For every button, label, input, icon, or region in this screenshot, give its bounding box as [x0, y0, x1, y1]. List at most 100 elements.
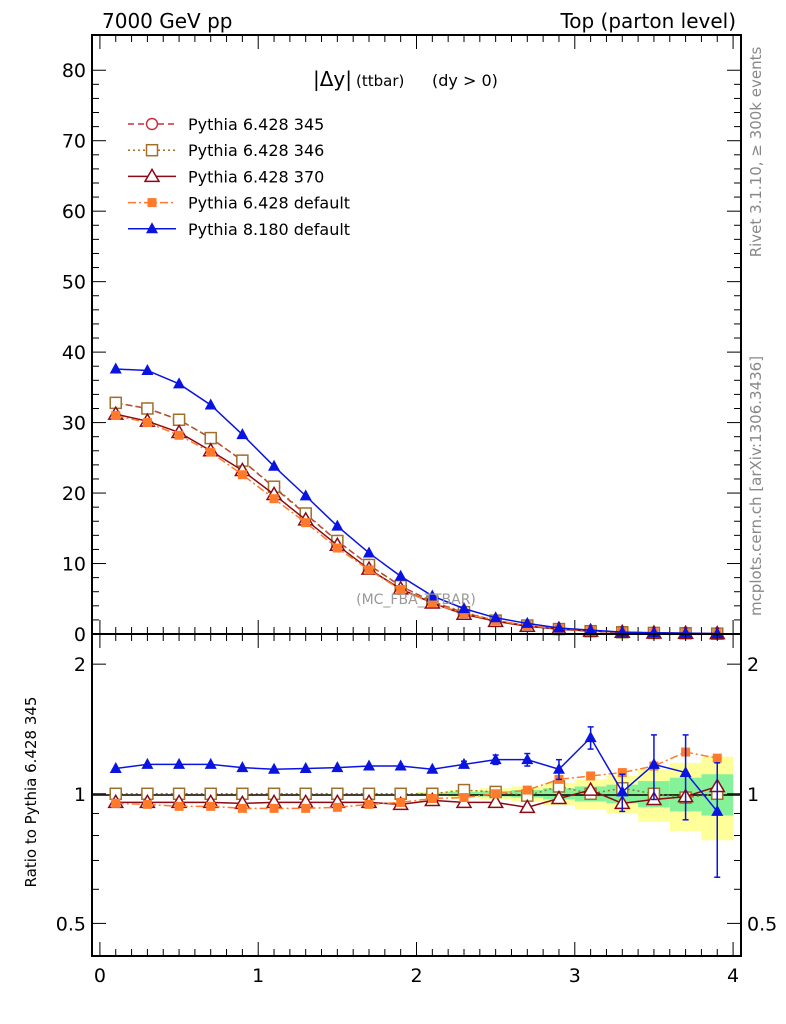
series-line	[115, 414, 718, 635]
rivet-label: Rivet 3.1.10, ≥ 300k events	[747, 47, 765, 258]
legend-marker	[143, 167, 161, 183]
ratio-point	[487, 793, 504, 809]
data-point	[142, 418, 152, 428]
ratio-point	[457, 757, 470, 769]
y-tick-label: 20	[62, 483, 86, 505]
data-point	[331, 519, 344, 531]
watermark: (MC_FBA_TTBAR)	[356, 592, 476, 608]
data-point	[711, 627, 724, 639]
ratio-point	[617, 768, 627, 778]
data-point	[363, 546, 376, 558]
main-series	[107, 362, 726, 640]
ratio-point	[647, 757, 660, 769]
data-point	[204, 431, 217, 445]
data-point	[268, 459, 281, 471]
data-point	[236, 428, 249, 440]
data-point	[332, 543, 342, 553]
ratio-ticks: 0.5 0.5 1 1 2 2 0 1 2 3 4	[56, 634, 777, 987]
y-tick-label: 0	[74, 624, 86, 646]
ratio-line	[115, 751, 718, 810]
ratio-point	[237, 803, 247, 813]
legend-label: Pythia 6.428 370	[188, 167, 324, 186]
data-point	[141, 363, 154, 375]
legend: Pythia 6.428 345 Pythia 6.428 346 Pythia 6…	[128, 115, 350, 239]
data-point	[111, 411, 121, 421]
ratio-point	[299, 761, 312, 773]
ratio-y-tick-label: 2	[74, 654, 86, 676]
data-point	[427, 598, 437, 608]
data-point	[489, 611, 502, 623]
ratio-ylabel: Ratio to Pythia 6.428 345	[22, 697, 40, 888]
series-line	[115, 368, 718, 635]
y-tick-label: 30	[62, 413, 86, 435]
data-point	[206, 447, 216, 457]
ratio-point	[679, 766, 692, 778]
ratio-point	[491, 789, 501, 799]
ratio-point	[582, 781, 599, 796]
series-pythia-8-180-default	[109, 362, 724, 639]
ratio-point	[301, 803, 311, 813]
header-left: 7000 GeV pp	[102, 9, 233, 33]
data-point	[301, 518, 311, 528]
data-point	[364, 565, 374, 575]
x-tick-label: 3	[569, 965, 581, 987]
ratio-point	[174, 801, 184, 811]
ratio-y-tick-label-right: 2	[747, 654, 759, 676]
ratio-point	[111, 798, 121, 808]
legend-label: Pythia 6.428 345	[188, 115, 324, 134]
data-point	[172, 413, 186, 427]
ratio-point	[427, 794, 437, 804]
data-point	[584, 623, 597, 635]
main-ticks: 0 10 20 30 40 50 60 70 80	[62, 35, 741, 646]
legend-label: Pythia 6.428 346	[188, 141, 324, 160]
legend-marker	[145, 117, 159, 131]
plot-title-cond: (dy > 0)	[432, 71, 498, 90]
legend-marker	[147, 198, 157, 208]
ratio-point	[173, 757, 186, 769]
legend-marker	[146, 222, 158, 234]
ratio-point	[616, 785, 629, 797]
data-point	[269, 494, 279, 504]
x-tick-label: 1	[252, 965, 264, 987]
ratio-point	[269, 803, 279, 813]
data-point	[204, 398, 217, 410]
ratio-y-tick-label-right: 1	[747, 784, 759, 806]
ratio-point	[521, 753, 534, 765]
ratio-point	[426, 762, 439, 774]
ratio-point	[522, 785, 532, 795]
data-point	[396, 585, 406, 595]
ratio-point	[550, 790, 568, 805]
ratio-point	[331, 761, 344, 773]
ratio-plot: 0.5 0.5 1 1 2 2 0 1 2 3 4 Ratio to Pythia 6.428 34…	[22, 633, 777, 987]
ratio-point	[394, 759, 407, 771]
data-point	[141, 402, 154, 415]
ratio-point	[518, 798, 536, 814]
ratio-point	[109, 761, 122, 773]
data-point	[457, 602, 470, 614]
y-tick-label: 70	[62, 131, 86, 153]
plot-title-main: |Δy|	[313, 67, 352, 91]
ratio-y-tick-label: 1	[74, 784, 86, 806]
y-tick-label: 40	[62, 342, 86, 364]
ratio-point	[364, 799, 374, 809]
data-point	[173, 377, 186, 389]
ratio-point	[712, 753, 722, 763]
ratio-y-tick-label-right: 0.5	[747, 913, 777, 935]
ratio-point	[711, 804, 724, 816]
data-point	[109, 362, 122, 374]
data-point	[459, 609, 469, 619]
y-tick-label: 50	[62, 272, 86, 294]
y-tick-label: 80	[62, 60, 86, 82]
ratio-point	[489, 753, 502, 765]
legend-label: Pythia 6.428 default	[188, 194, 350, 213]
mcplots-label: mcplots.cern.ch [arXiv:1306.3436]	[747, 356, 765, 616]
legend-label: Pythia 8.180 default	[188, 220, 350, 239]
ratio-point	[206, 801, 216, 811]
plot-title-sub: (ttbar)	[356, 72, 404, 90]
ratio-point	[236, 761, 249, 773]
ratio-point	[141, 757, 154, 769]
ratio-series-pythia-8-180-default	[109, 726, 724, 878]
data-point	[426, 589, 439, 601]
ratio-line	[115, 736, 718, 812]
